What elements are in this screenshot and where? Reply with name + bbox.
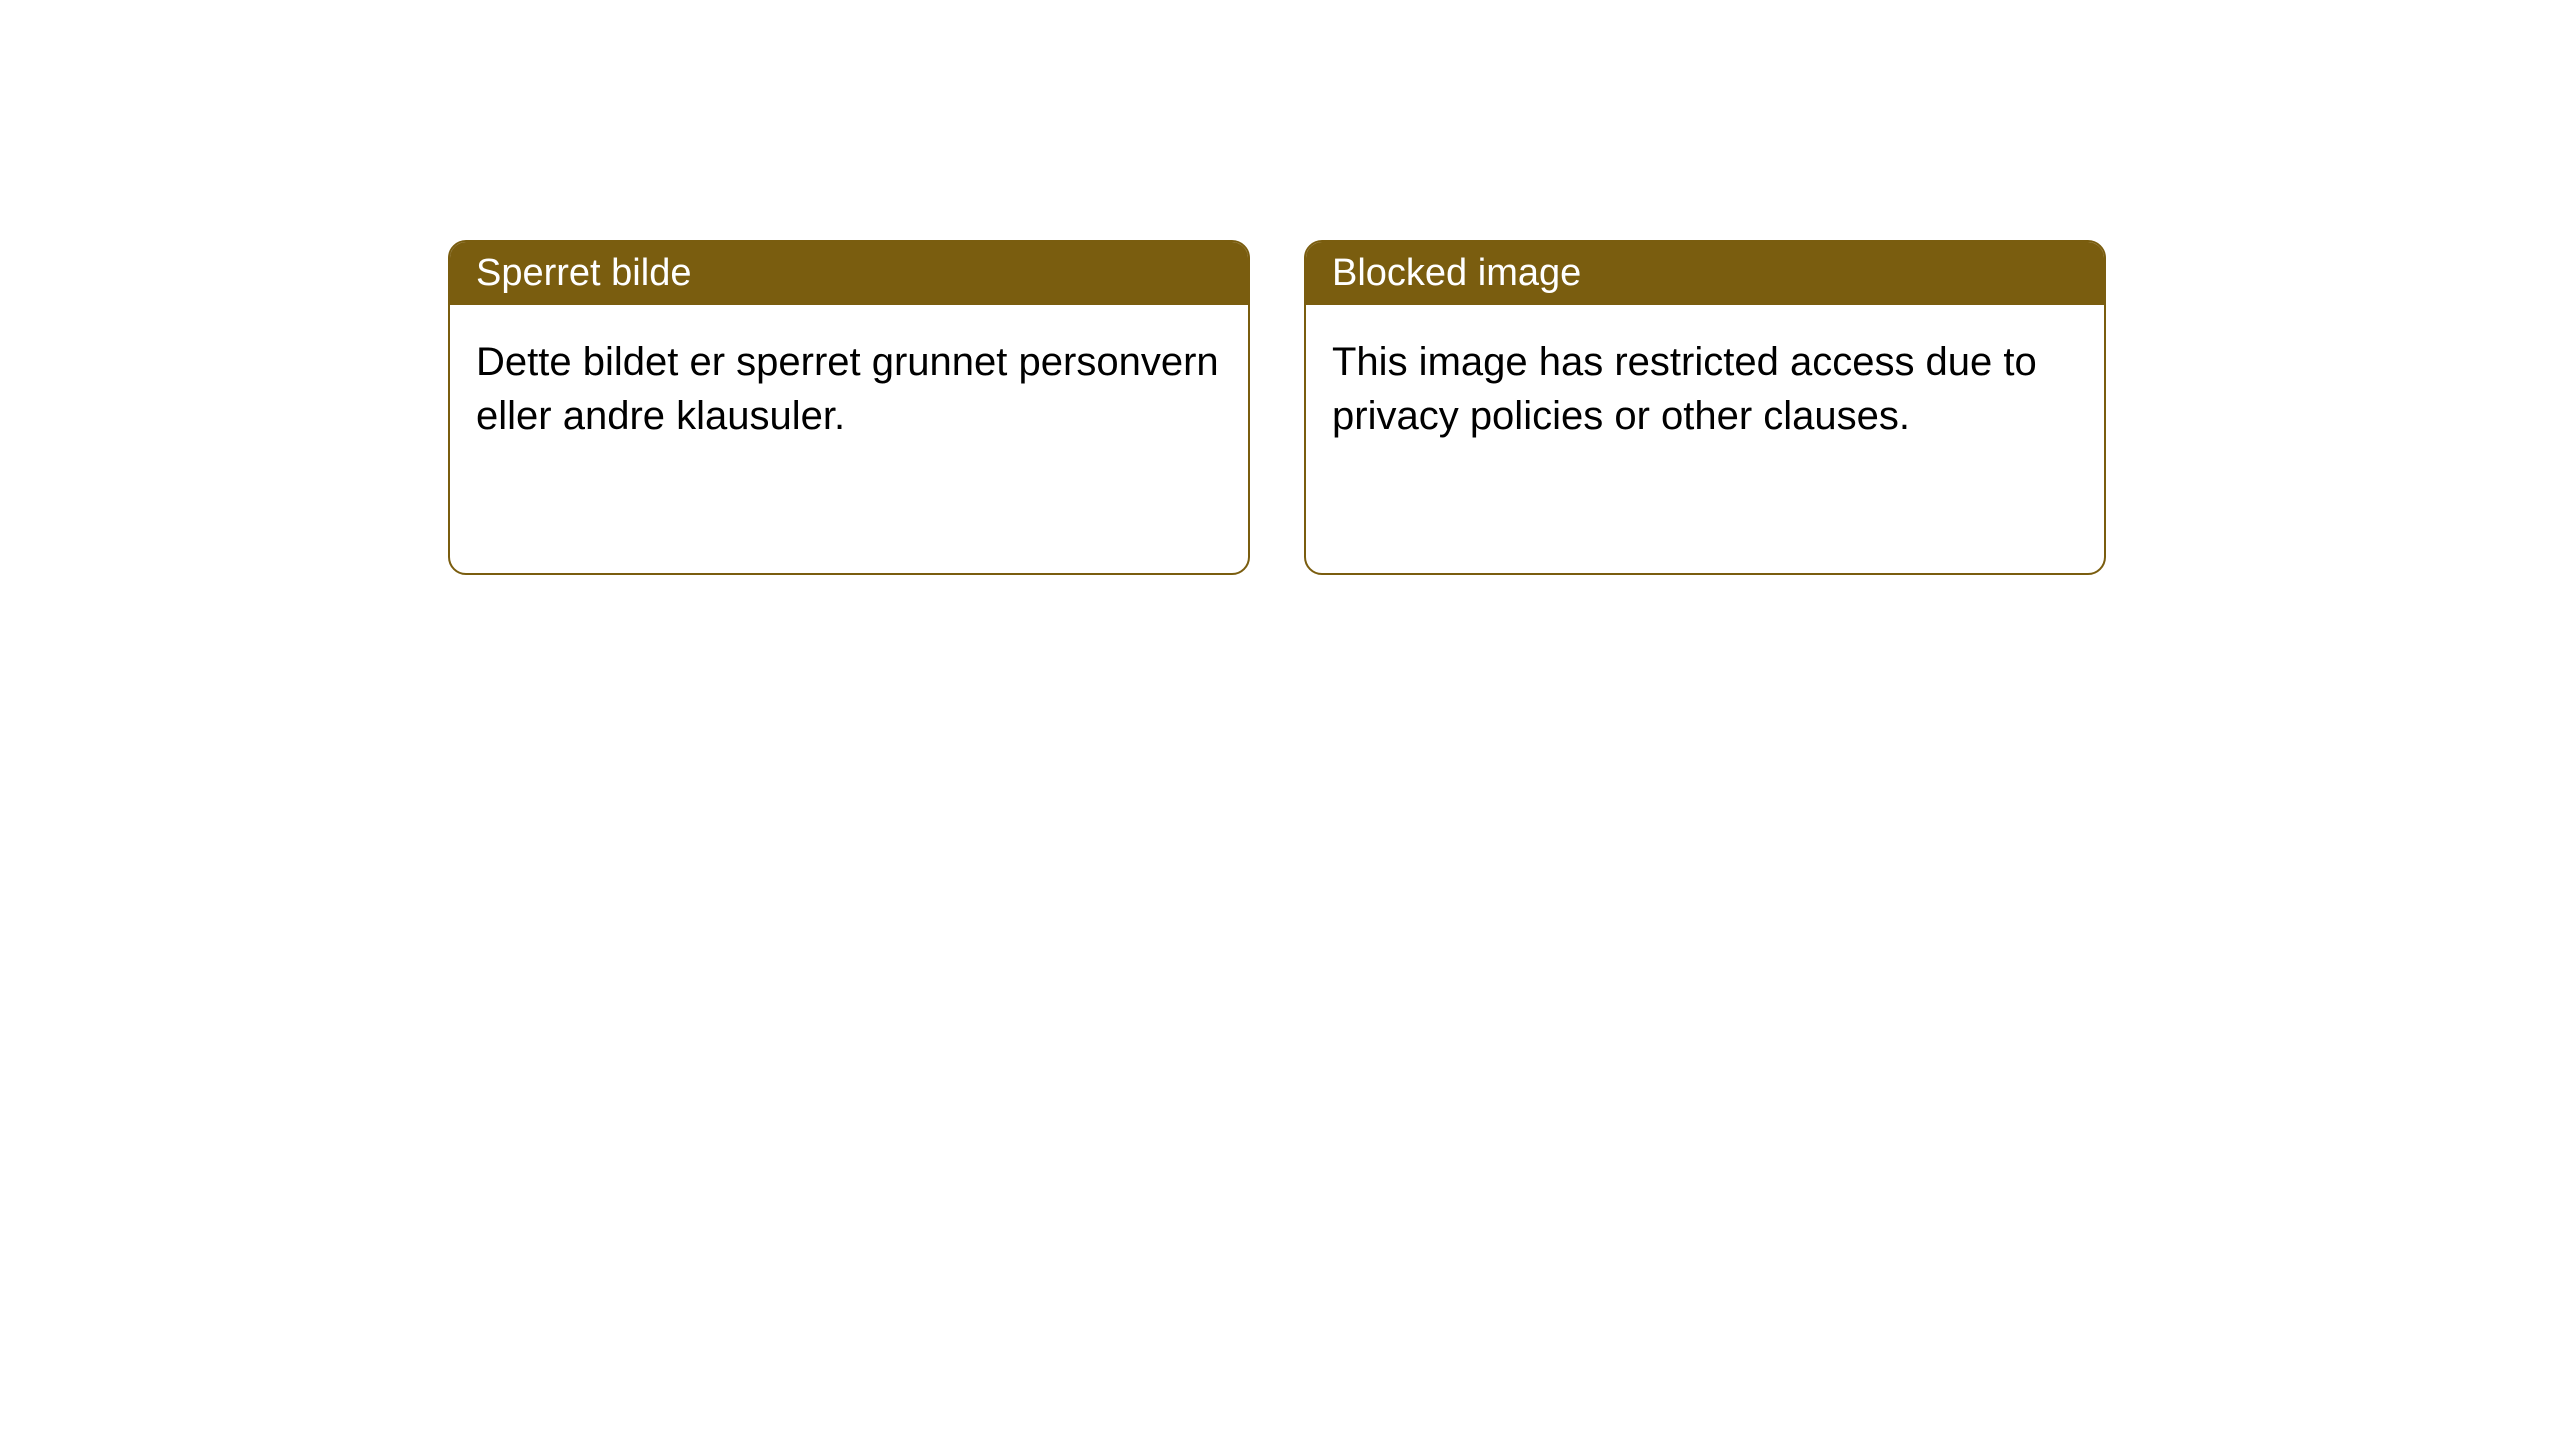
notice-card-norwegian: Sperret bilde Dette bildet er sperret gr… xyxy=(448,240,1250,575)
notice-message: Dette bildet er sperret grunnet personve… xyxy=(476,340,1219,438)
notice-header-norwegian: Sperret bilde xyxy=(450,242,1248,305)
notice-card-english: Blocked image This image has restricted … xyxy=(1304,240,2106,575)
notice-body-english: This image has restricted access due to … xyxy=(1306,305,2104,473)
notice-container: Sperret bilde Dette bildet er sperret gr… xyxy=(0,0,2560,575)
notice-title: Sperret bilde xyxy=(476,252,691,294)
notice-body-norwegian: Dette bildet er sperret grunnet personve… xyxy=(450,305,1248,473)
notice-header-english: Blocked image xyxy=(1306,242,2104,305)
notice-message: This image has restricted access due to … xyxy=(1332,340,2037,438)
notice-title: Blocked image xyxy=(1332,252,1581,294)
